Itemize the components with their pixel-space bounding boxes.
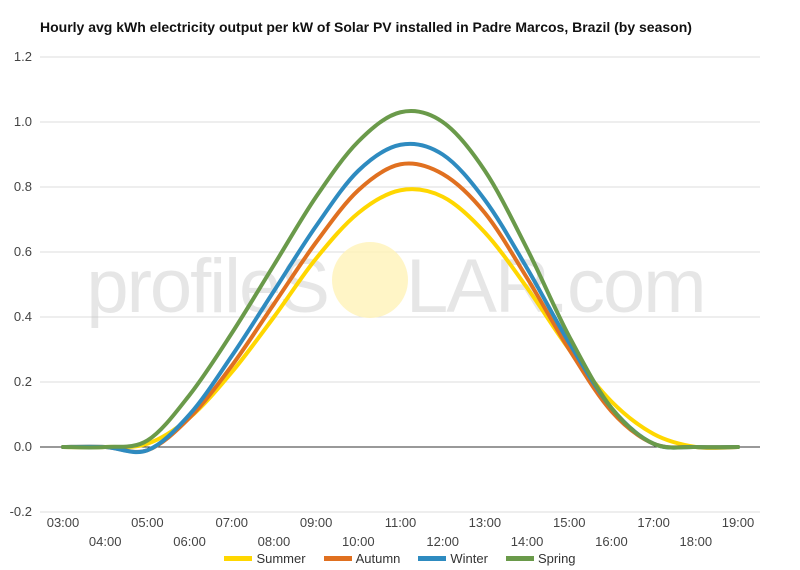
- x-tick-label: 03:00: [47, 515, 80, 530]
- legend-swatch: [323, 555, 352, 561]
- x-axis-ticks: 03:00 04:00 05:00 06:00 07:00 08:00 09:00 10:00…: [47, 515, 755, 549]
- legend-swatch: [418, 555, 447, 561]
- legend-label: Autumn: [355, 550, 401, 566]
- x-tick-label: 09:00: [300, 515, 333, 530]
- y-tick-label: 0.4: [14, 309, 32, 324]
- legend-item-autumn: Autumn: [323, 550, 401, 566]
- legend-label: Winter: [450, 550, 488, 566]
- y-tick-label: 0.6: [14, 244, 32, 259]
- legend-swatch: [224, 555, 253, 561]
- legend-item-summer: Summer: [224, 550, 306, 566]
- watermark-sun-icon: [332, 242, 408, 318]
- x-tick-label: 06:00: [173, 534, 206, 549]
- x-tick-label: 19:00: [722, 515, 755, 530]
- watermark-text-left: profileS: [86, 244, 328, 329]
- x-tick-label: 17:00: [637, 515, 670, 530]
- y-tick-label: 1.0: [14, 114, 32, 129]
- x-tick-label: 08:00: [258, 534, 291, 549]
- y-tick-label: -0.2: [10, 504, 32, 519]
- x-tick-label: 15:00: [553, 515, 586, 530]
- y-tick-label: 0.8: [14, 179, 32, 194]
- x-tick-label: 11:00: [385, 515, 417, 530]
- x-tick-label: 14:00: [511, 534, 544, 549]
- x-tick-label: 18:00: [680, 534, 713, 549]
- legend-label: Summer: [256, 550, 306, 566]
- legend: Summer Autumn Winter Spring: [0, 549, 800, 566]
- y-tick-label: 0.0: [14, 439, 32, 454]
- y-tick-label: 1.2: [14, 49, 32, 64]
- y-tick-label: 0.2: [14, 374, 32, 389]
- legend-label: Spring: [537, 550, 576, 566]
- chart-title: Hourly avg kWh electricity output per kW…: [40, 19, 692, 35]
- grid-lines: [40, 56, 760, 513]
- x-tick-label: 13:00: [469, 515, 502, 530]
- x-tick-label: 05:00: [131, 515, 164, 530]
- x-tick-label: 10:00: [342, 534, 375, 549]
- watermark: profileS LAR.com: [86, 242, 707, 329]
- x-tick-label: 12:00: [426, 534, 459, 549]
- x-tick-label: 16:00: [595, 534, 628, 549]
- x-tick-label: 07:00: [215, 515, 248, 530]
- series-lines: [61, 109, 740, 455]
- legend-item-winter: Winter: [418, 550, 488, 566]
- series-line-spring: [61, 109, 740, 450]
- legend-swatch: [505, 555, 534, 561]
- legend-item-spring: Spring: [505, 550, 576, 566]
- x-tick-label: 04:00: [89, 534, 122, 549]
- y-axis-ticks: -0.2 0.0 0.2 0.4 0.6 0.8 1.0 1.2: [10, 49, 32, 519]
